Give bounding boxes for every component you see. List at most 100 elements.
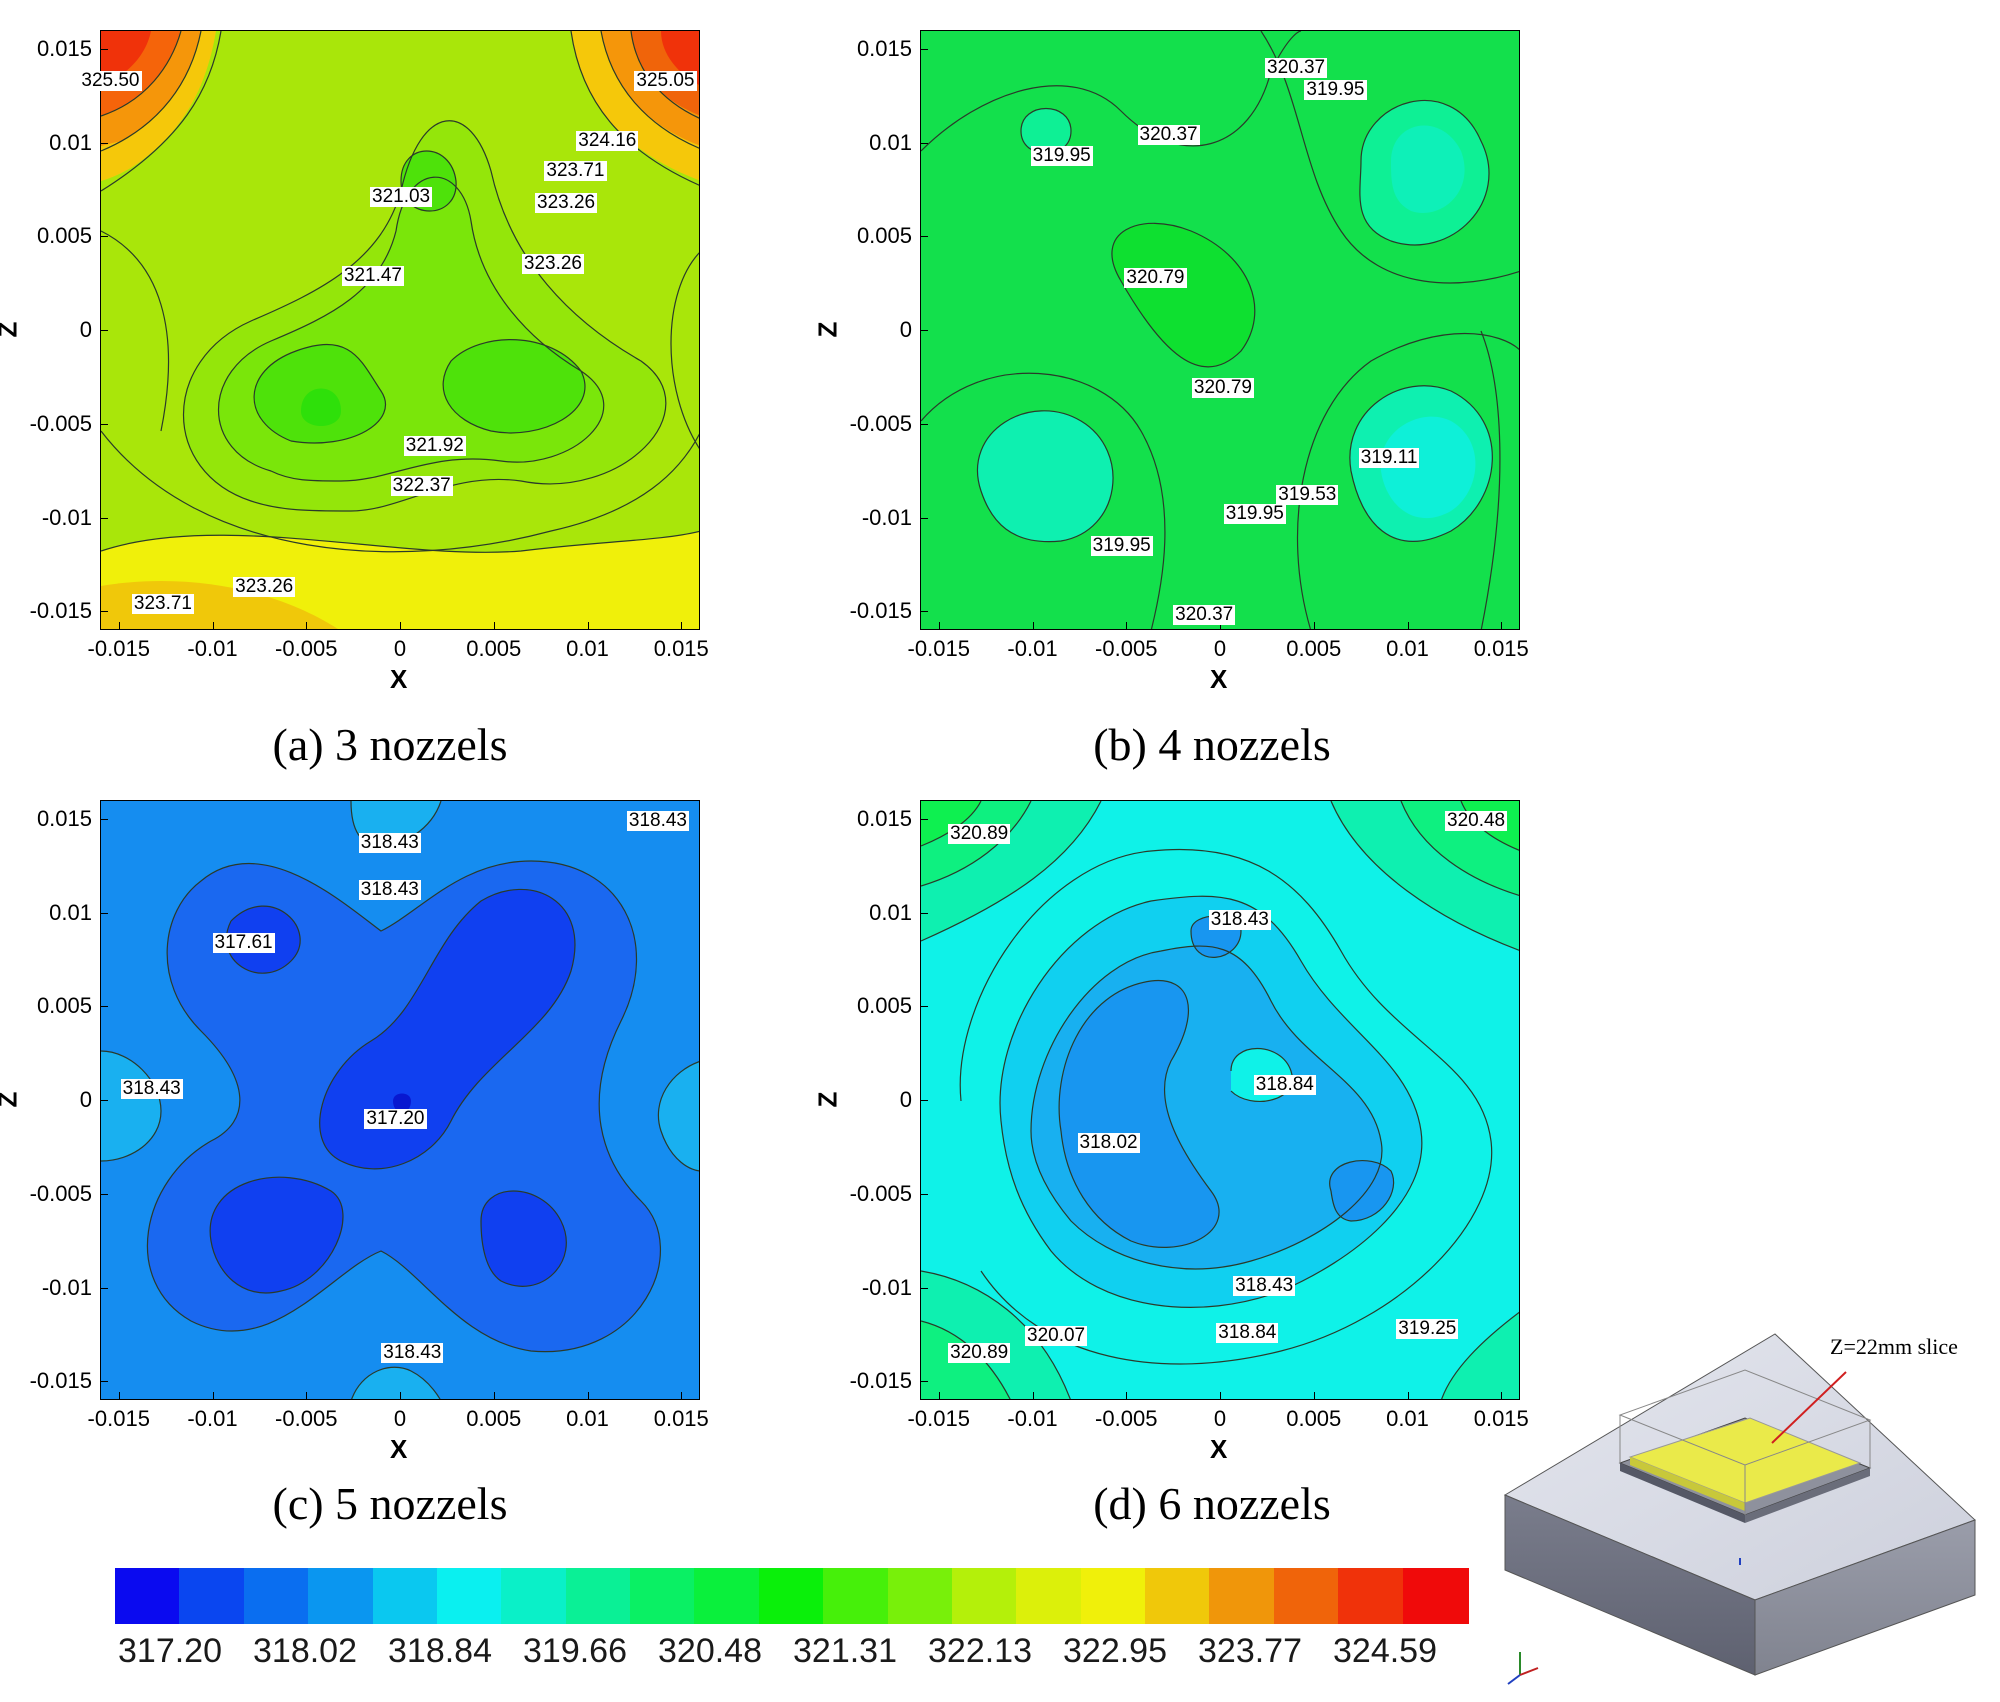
contour-line [101, 31, 202, 152]
x-tick-label: -0.01 [1007, 1406, 1058, 1431]
contour-value-label: 318.43 [626, 809, 689, 831]
x-tick-label: -0.005 [1095, 636, 1158, 661]
y-tick-mark [920, 1006, 928, 1008]
contour-band [1329, 1160, 1394, 1221]
contour-line [921, 372, 1166, 629]
slice-plane-front [1630, 1457, 1745, 1511]
y-tick-mark [100, 330, 108, 331]
contour-line [253, 343, 387, 444]
x-tick-label: 0.015 [653, 636, 709, 661]
caption-c: (c) 5 nozzels [272, 1478, 508, 1529]
x-tick-label: 0.01 [1386, 636, 1429, 661]
contour-band [443, 339, 585, 433]
x-tick-mark [400, 1392, 401, 1400]
contour-line [1330, 801, 1519, 951]
plot-area-d [920, 800, 1520, 1400]
contour-field-d [921, 801, 1519, 1399]
contour-line [101, 530, 699, 553]
y-tick-mark [920, 611, 928, 613]
plot-area-b [920, 30, 1520, 630]
y-tick-label: 0.01 [869, 899, 912, 925]
x-tick-mark [118, 622, 120, 630]
x-tick-mark [1220, 622, 1221, 630]
x-tick-mark [1126, 622, 1128, 630]
contour-line [1190, 915, 1242, 958]
x-tick-mark [400, 622, 401, 630]
colorbar-tick-label: 318.84 [388, 1632, 492, 1670]
x-tick-mark [1313, 622, 1315, 630]
y-tick-label: -0.015 [29, 598, 92, 624]
colorbar-segment [436, 1568, 503, 1624]
y-tick-label: -0.015 [29, 1368, 92, 1394]
y-tick-mark [100, 236, 108, 238]
y-tick-mark [100, 1100, 108, 1101]
x-tick-label: 0 [393, 636, 407, 661]
block-right-face [1754, 1519, 1976, 1676]
y-axis-label: Z [812, 1091, 843, 1108]
contour-line [319, 888, 576, 1170]
contour-band [1391, 125, 1465, 213]
contour-band [1441, 1312, 1519, 1399]
colorbar-segment [1145, 1568, 1212, 1624]
contour-line [921, 1270, 1071, 1399]
y-tick-label: 0.015 [856, 35, 912, 61]
x-tick-mark [938, 1392, 940, 1400]
y-axis-label: Z [812, 321, 843, 338]
contour-value-label: 320.79 [1124, 266, 1187, 288]
y-tick-label: 0.005 [856, 223, 912, 249]
colorbar-tick-label: 321.31 [793, 1632, 897, 1670]
contour-value-label: 320.37 [1265, 56, 1328, 78]
x-tick-label: -0.01 [187, 636, 238, 661]
colorbar [115, 1568, 1469, 1624]
contour-line [1359, 100, 1490, 246]
contour-value-label: 325.50 [79, 69, 142, 91]
y-tick-mark [100, 1006, 108, 1008]
y-tick-mark [920, 912, 928, 914]
contour-band [101, 581, 338, 629]
slice-inset-drawing [1503, 1333, 1976, 1685]
contour-value-label: 323.26 [535, 191, 598, 213]
x-tick-mark [1501, 1392, 1503, 1400]
contour-value-label: 325.05 [634, 69, 697, 91]
contour-value-label: 318.43 [1233, 1274, 1296, 1296]
colorbar-segment [501, 1568, 568, 1624]
y-tick-mark [100, 423, 108, 425]
contour-band [481, 1191, 567, 1287]
contour-line [657, 1061, 699, 1172]
contour-field-a [101, 31, 699, 629]
y-tick-label: 0.01 [49, 899, 92, 925]
colorbar-segment [630, 1568, 697, 1624]
x-tick-mark [1126, 1392, 1128, 1400]
contour-value-label: 318.02 [1077, 1132, 1140, 1154]
x-tick-mark [1407, 622, 1409, 630]
y-tick-label: -0.01 [41, 1274, 92, 1300]
contour-value-label: 320.37 [1137, 124, 1200, 145]
contour-line [351, 1366, 441, 1399]
contour-line [101, 31, 222, 192]
contour-value-label: 320.48 [1445, 809, 1508, 831]
contour-value-label: 323.71 [131, 592, 194, 614]
caption-b: (b) 4 nozzels [1093, 719, 1331, 770]
x-tick-label: 0 [1213, 1406, 1227, 1431]
colorbar-segment [951, 1568, 1018, 1624]
contour-value-label: 320.37 [1173, 604, 1236, 625]
y-tick-mark [100, 818, 108, 820]
contour-line [1441, 1311, 1519, 1399]
contour-line [921, 801, 1102, 942]
contour-line [600, 31, 699, 149]
contour-line [1329, 1160, 1395, 1222]
colorbar-segment [179, 1568, 246, 1624]
y-tick-mark [100, 142, 108, 144]
slice-inset: Z=22mm slice [1500, 1330, 1990, 1690]
plot-area-a [100, 30, 700, 630]
contour-band [1021, 108, 1071, 154]
y-tick-label: -0.005 [849, 410, 912, 436]
contour-line [209, 1176, 344, 1294]
x-axis-label: X [1210, 1434, 1228, 1464]
contour-line [1111, 222, 1256, 368]
x-tick-mark [1032, 1392, 1034, 1400]
contour-value-label: 318.43 [358, 879, 421, 900]
contour-line [1230, 1048, 1293, 1102]
contour-line [921, 801, 1032, 887]
y-tick-label: 0.005 [36, 993, 92, 1019]
